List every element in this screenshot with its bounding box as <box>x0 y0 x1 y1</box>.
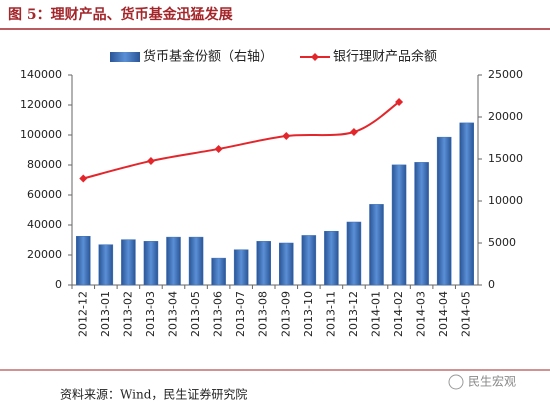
x-tick-label: 2013-03 <box>144 291 157 337</box>
bar <box>233 249 249 286</box>
x-tick-label: 2013-01 <box>99 291 112 337</box>
bar <box>143 241 159 286</box>
y2-tick-label: 20000 <box>488 110 523 123</box>
legend-marker <box>311 53 319 61</box>
x-tick-label: 2013-09 <box>279 291 292 337</box>
y-tick-label: 80000 <box>27 158 62 171</box>
x-tick-label: 2014-05 <box>460 291 473 337</box>
bar <box>256 241 271 286</box>
y2-tick-label: 10000 <box>488 194 523 207</box>
bar <box>98 244 114 286</box>
legend-label: 银行理财产品余额 <box>333 49 437 65</box>
y-tick-label: 140000 <box>20 68 62 81</box>
line-marker <box>214 144 223 153</box>
x-tick-label: 2013-06 <box>212 291 225 337</box>
y-tick-label: 40000 <box>27 218 62 231</box>
x-tick-label: 2013-02 <box>121 291 134 337</box>
y2-tick-label: 15000 <box>488 152 523 165</box>
watermark-icon <box>448 374 464 390</box>
bar <box>369 204 384 286</box>
legend-swatch <box>110 52 140 62</box>
x-tick-label: 2013-11 <box>324 291 337 337</box>
x-tick-label: 2013-08 <box>257 291 270 337</box>
bar <box>166 236 181 286</box>
y-tick-label: 100000 <box>20 128 62 141</box>
line-marker <box>349 128 358 136</box>
line-marker <box>146 156 155 165</box>
bar <box>76 236 91 286</box>
x-tick-label: 2013-04 <box>167 291 180 337</box>
bar <box>188 236 204 286</box>
x-tick-label: 2014-04 <box>437 291 450 337</box>
source: 资料来源：Wind，民生证券研究院 <box>60 387 247 402</box>
x-tick-label: 2013-10 <box>302 291 315 337</box>
line-marker <box>79 174 88 183</box>
line <box>83 101 400 180</box>
y2-tick-label: 0 <box>488 278 495 291</box>
y2-tick-label: 25000 <box>488 68 523 81</box>
y-tick-label: 120000 <box>20 98 62 111</box>
y2-tick-label: 5000 <box>488 236 516 249</box>
y-tick-label: 20000 <box>27 248 62 261</box>
bar <box>211 257 226 286</box>
x-tick-label: 2014-02 <box>392 291 405 337</box>
legend-label: 货币基金份额（右轴） <box>143 49 273 65</box>
x-tick-label: 2014-01 <box>370 291 383 337</box>
x-tick-label: 2012-12 <box>76 291 89 337</box>
chart-title: 图 5：理财产品、货币基金迅猛发展 <box>8 6 233 23</box>
bar <box>414 162 429 286</box>
x-tick-label: 2013-05 <box>189 291 202 337</box>
line-marker <box>282 132 291 141</box>
bar <box>324 230 339 286</box>
bar <box>279 242 294 286</box>
x-tick-label: 2013-12 <box>347 291 360 337</box>
bar <box>436 136 452 286</box>
x-tick-label: 2013-07 <box>234 291 247 337</box>
y-tick-label: 0 <box>55 278 62 291</box>
bar <box>459 122 474 286</box>
line-marker <box>395 98 404 106</box>
watermark: 民生宏观 <box>468 374 516 389</box>
bar <box>301 235 317 286</box>
x-tick-label: 2014-03 <box>415 291 428 337</box>
bar <box>391 164 407 286</box>
bar <box>346 221 362 286</box>
y-tick-label: 60000 <box>27 188 62 201</box>
bar <box>121 239 136 286</box>
